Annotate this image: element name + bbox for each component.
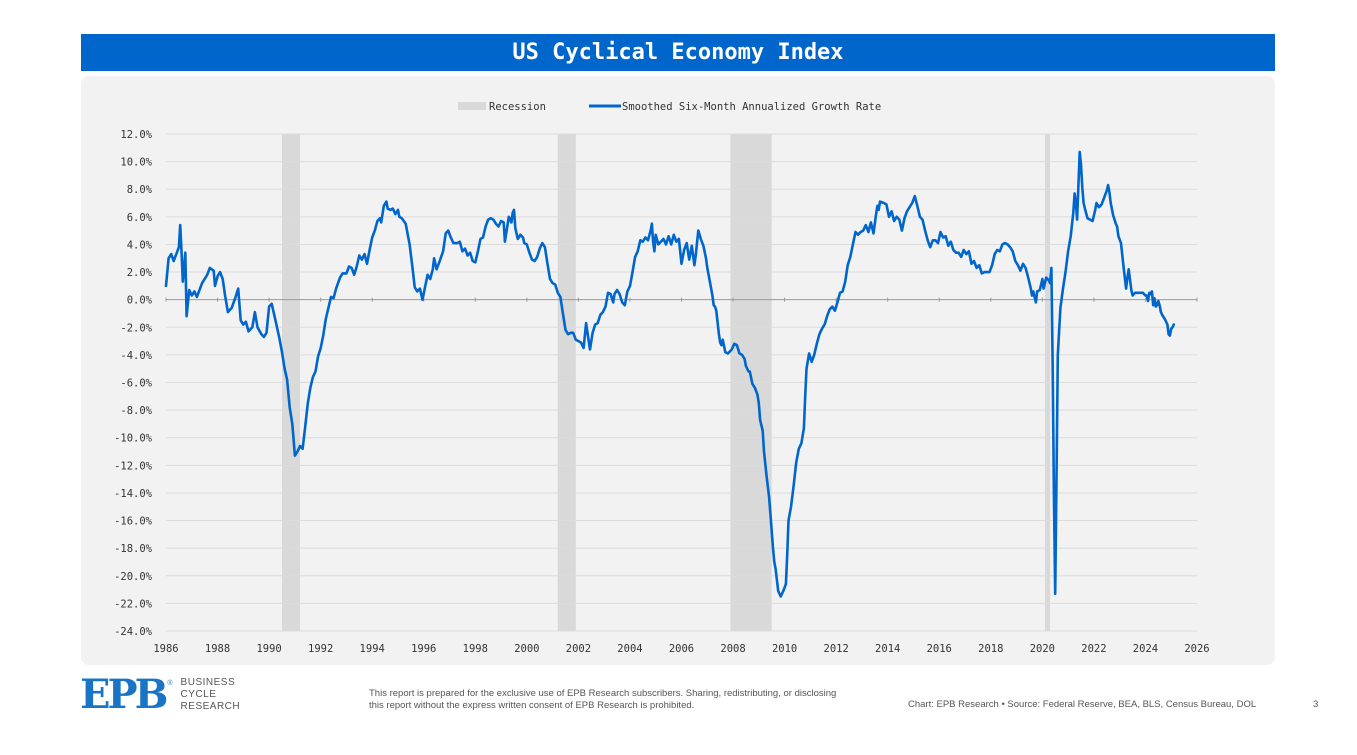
x-tick-label: 1992	[308, 643, 333, 655]
legend-recession-swatch	[458, 102, 486, 110]
x-tick-label: 2020	[1030, 643, 1055, 655]
x-tick-label: 2022	[1081, 643, 1106, 655]
x-tick-label: 1988	[205, 643, 230, 655]
y-tick-label: -12.0%	[114, 460, 153, 472]
x-tick-label: 2006	[669, 643, 694, 655]
y-tick-label: 10.0%	[120, 157, 152, 169]
chart-title-bar: US Cyclical Economy Index	[81, 34, 1275, 71]
disclaimer: This report is prepared for the exclusiv…	[369, 688, 837, 711]
x-tick-label: 2008	[720, 643, 745, 655]
y-tick-label: 8.0%	[127, 184, 153, 196]
x-tick-label: 1990	[256, 643, 281, 655]
x-tick-label: 1998	[463, 643, 488, 655]
x-tick-label: 2016	[927, 643, 952, 655]
logo-letters: EPB	[80, 671, 168, 718]
y-tick-label: 12.0%	[120, 129, 152, 141]
y-tick-label: 2.0%	[127, 267, 153, 279]
y-tick-label: -10.0%	[114, 433, 153, 445]
y-tick-label: -22.0%	[114, 598, 153, 610]
legend-series-label: Smoothed Six-Month Annualized Growth Rat…	[622, 101, 881, 113]
y-tick-label: -16.0%	[114, 516, 153, 528]
x-tick-label: 2024	[1133, 643, 1158, 655]
line-chart: 12.0% 10.0% 8.0% 6.0% 4.0% 2.0% 0.0% -2.0% -4.0%…	[114, 101, 1210, 655]
y-tick-label: -2.0%	[120, 322, 152, 334]
page-number: 3	[1313, 699, 1319, 710]
x-tick-label: 2014	[875, 643, 900, 655]
x-tick-label: 2018	[978, 643, 1003, 655]
x-tick-label: 2026	[1184, 643, 1209, 655]
x-tick-label: 2010	[772, 643, 797, 655]
y-tick-label: 6.0%	[127, 212, 153, 224]
y-tick-label: 4.0%	[127, 239, 153, 251]
y-tick-label: -8.0%	[120, 405, 152, 417]
y-tick-label: -20.0%	[114, 571, 153, 583]
x-tick-label: 1986	[153, 643, 178, 655]
y-tick-label: -18.0%	[114, 543, 153, 555]
chart-title: US Cyclical Economy Index	[512, 40, 844, 65]
chart-panel: 12.0% 10.0% 8.0% 6.0% 4.0% 2.0% 0.0% -2.0% -4.0%…	[81, 76, 1275, 665]
epb-logo: EPB ® BUSINESS CYCLE RESEARCH	[80, 671, 241, 718]
registered-mark-icon: ®	[167, 679, 173, 687]
y-tick-label: -24.0%	[114, 626, 153, 638]
series-line	[164, 150, 1176, 598]
x-tick-label: 2004	[617, 643, 642, 655]
x-tick-label: 2012	[824, 643, 849, 655]
x-tick-label: 1994	[360, 643, 385, 655]
logo-line-1: BUSINESS	[180, 677, 236, 688]
y-tick-label: -4.0%	[120, 350, 152, 362]
x-tick-label: 2000	[514, 643, 539, 655]
logo-text: BUSINESS CYCLE RESEARCH	[181, 677, 241, 713]
logo-line-2: CYCLE	[180, 689, 217, 700]
y-tick-label: -14.0%	[114, 488, 153, 500]
y-tick-label: -6.0%	[120, 378, 152, 390]
x-tick-label: 2002	[566, 643, 591, 655]
source-note: Chart: EPB Research • Source: Federal Re…	[908, 699, 1257, 710]
x-tick-label: 1996	[411, 643, 436, 655]
y-tick-label: 0.0%	[127, 295, 153, 307]
legend-recession-label: Recession	[489, 101, 546, 113]
logo-line-3: RESEARCH	[180, 701, 241, 712]
